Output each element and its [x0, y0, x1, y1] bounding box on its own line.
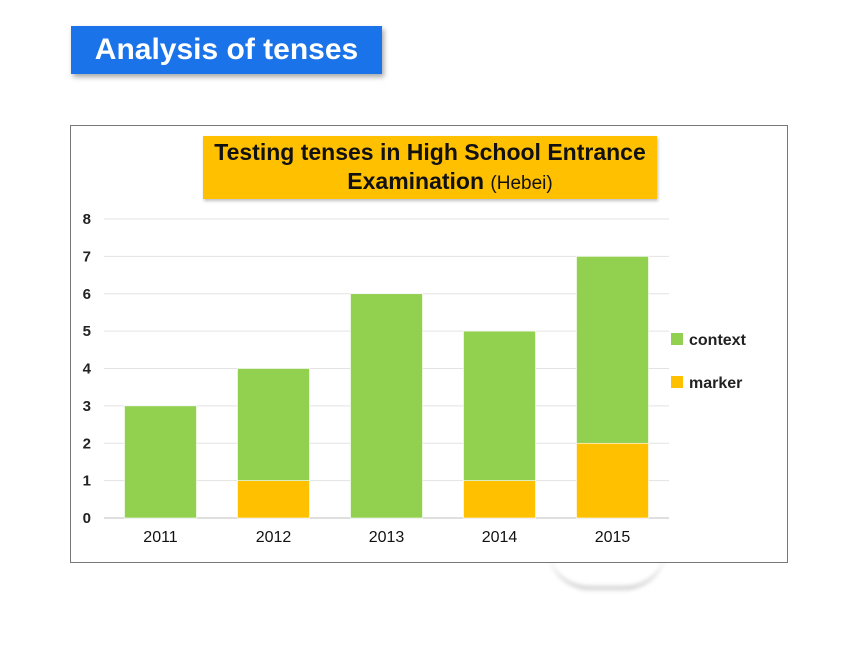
slide-title: Analysis of tenses — [71, 26, 382, 74]
y-tick-label: 1 — [83, 473, 91, 490]
y-tick-label: 2 — [83, 435, 91, 452]
chart-subtitle: (Hebei) — [490, 172, 553, 194]
y-tick-label: 5 — [83, 323, 91, 340]
x-tick-label: 2015 — [595, 529, 631, 546]
bar-marker — [463, 480, 536, 519]
y-tick-label: 6 — [83, 286, 91, 303]
legend-label-marker: marker — [689, 375, 742, 392]
chart-title-box: Testing tenses in High School Entrance E… — [203, 136, 657, 199]
y-tick-label: 4 — [83, 361, 92, 378]
legend-label-context: context — [689, 332, 747, 349]
bar-context — [237, 368, 310, 481]
bar-context — [463, 330, 536, 481]
x-tick-label: 2014 — [482, 529, 518, 546]
legend-swatch-context — [671, 333, 683, 345]
y-tick-label: 0 — [83, 510, 91, 527]
chart-title: Testing tenses in High School Entrance E… — [203, 136, 657, 199]
y-tick-label: 8 — [83, 211, 91, 228]
x-tick-label: 2013 — [369, 529, 405, 546]
bar-chart: 0 1 2 3 4 5 6 7 8 2011 2012 2013 2014 2015 context mark… — [83, 211, 747, 546]
y-tick-label: 3 — [83, 398, 91, 415]
bar-marker — [237, 480, 310, 519]
bar-marker — [576, 442, 649, 519]
chart-frame: Testing tenses in High School Entrance E… — [70, 125, 788, 563]
x-tick-label: 2011 — [143, 529, 178, 546]
bar-context — [576, 256, 649, 444]
bar-context — [350, 293, 423, 519]
y-tick-label: 7 — [83, 248, 91, 265]
decorative-shadow — [548, 548, 666, 590]
chart-title-line2: Examination (Hebei) — [307, 167, 552, 198]
bar-context — [124, 405, 197, 519]
chart-title-line1: Testing tenses in High School Entrance — [214, 138, 646, 165]
chart-title-line2-text: Examination — [347, 167, 485, 194]
x-tick-label: 2012 — [256, 529, 292, 546]
legend-swatch-marker — [671, 376, 683, 388]
